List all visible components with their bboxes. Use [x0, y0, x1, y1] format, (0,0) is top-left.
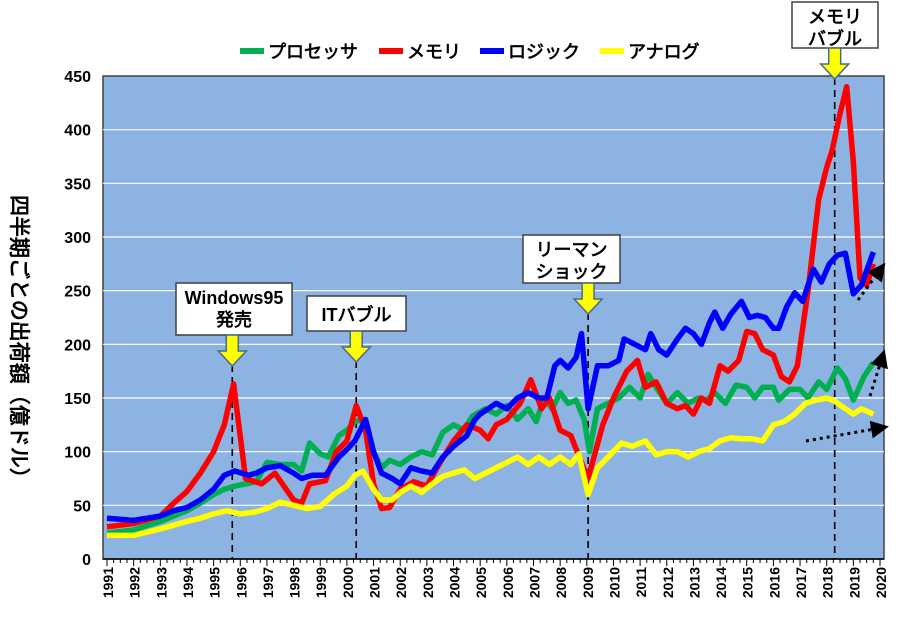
x-tick-label: 2008: [553, 567, 569, 598]
x-tick-label: 2013: [686, 567, 702, 598]
series-line-アナログ: [107, 395, 875, 539]
y-tick-label: 400: [64, 123, 91, 140]
y-tick-label: 300: [64, 230, 91, 247]
x-tick-label: 1998: [287, 567, 303, 598]
annotation-box: [791, 1, 879, 49]
x-tick-label: 1996: [233, 567, 249, 598]
annotation-text: ITバブル: [322, 304, 392, 325]
x-tick-label: 1994: [180, 567, 196, 598]
x-tick-label: 2009: [580, 567, 596, 598]
y-tick-label: 150: [64, 391, 91, 408]
y-tick-label: 350: [64, 176, 91, 193]
x-tick-label: 2000: [340, 567, 356, 598]
y-tick-label: 200: [64, 337, 91, 354]
trend-arrow-icon: [805, 420, 889, 443]
y-tick-label: 100: [64, 445, 91, 462]
x-tick-label: 2007: [526, 567, 542, 598]
y-tick-label: 450: [64, 69, 91, 86]
annotation-box: [522, 234, 621, 284]
x-tick-label: 2012: [660, 567, 676, 598]
x-tick-label: 2011: [633, 567, 649, 598]
down-arrow-icon: [818, 47, 851, 81]
y-tick-label: 250: [64, 284, 91, 301]
annotation-text: ショック: [536, 262, 608, 282]
x-tick-label: 2001: [367, 567, 383, 598]
x-tick-label: 2017: [793, 567, 809, 598]
legend-label: プロセッサ: [268, 41, 358, 62]
legend-label: ロジック: [508, 42, 580, 62]
x-tick-label: 2004: [447, 567, 463, 598]
series-line-プロセッサ: [106, 361, 876, 536]
annotation-text: バブル: [808, 28, 862, 49]
annotation-text: リーマン: [536, 240, 608, 260]
down-arrow-icon: [340, 330, 372, 364]
y-axis-label: 四半期ごとの出荷額（億ドル）: [7, 195, 31, 489]
y-tick-label: 0: [82, 552, 91, 569]
annotation-box: [306, 295, 407, 332]
x-tick-label: 2006: [500, 567, 516, 598]
x-tick-label: 2003: [420, 567, 436, 598]
y-tick-label: 50: [73, 498, 91, 515]
x-tick-label: 1999: [313, 567, 329, 598]
x-tick-label: 2020: [873, 567, 889, 598]
legend-label: アナログ: [628, 41, 700, 62]
x-tick-label: 2019: [846, 567, 862, 598]
annotation-text: メモリ: [808, 7, 862, 27]
down-arrow-icon: [216, 334, 249, 368]
x-tick-label: 1992: [127, 567, 143, 598]
x-tick-label: 2015: [740, 567, 756, 598]
x-tick-label: 2018: [820, 567, 836, 598]
annotation-box: [175, 282, 293, 336]
x-tick-label: 2002: [393, 567, 409, 598]
x-tick-label: 1993: [153, 567, 169, 598]
x-tick-label: 2005: [473, 567, 489, 598]
annotation-text: Windows95: [185, 288, 284, 308]
x-tick-label: 1991: [100, 567, 116, 598]
series-line-ロジック: [106, 250, 876, 524]
x-tick-label: 1995: [207, 567, 223, 598]
x-tick-label: 1997: [260, 567, 276, 598]
annotation-text: 発売: [215, 309, 252, 330]
down-arrow-icon: [572, 282, 604, 316]
x-tick-label: 2010: [606, 567, 622, 598]
legend-label: メモリ: [407, 42, 461, 62]
x-tick-label: 2014: [713, 567, 729, 598]
x-tick-label: 2016: [766, 567, 782, 598]
